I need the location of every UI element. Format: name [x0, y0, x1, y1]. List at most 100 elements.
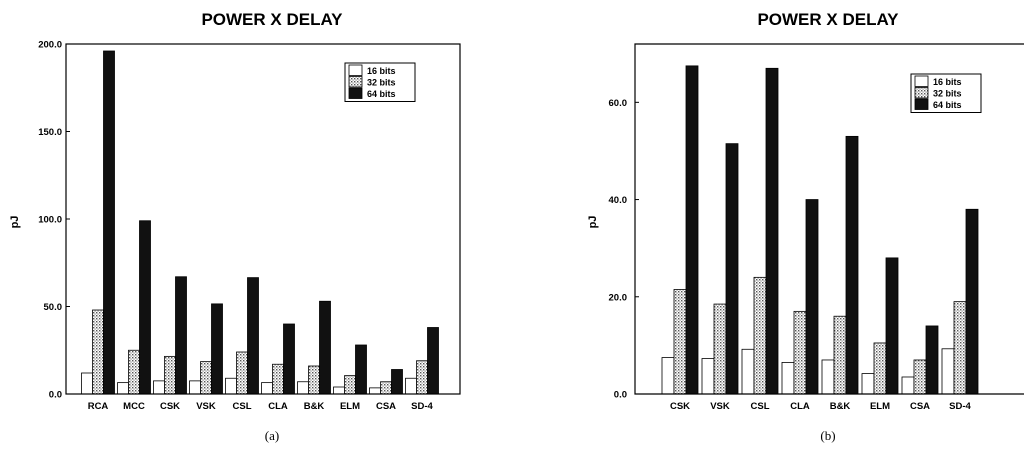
legend-swatch: [914, 98, 929, 110]
bar-csl-16-bits: [741, 348, 755, 395]
legend-swatch: [348, 87, 363, 99]
x-tick-label: VSK: [710, 401, 730, 412]
bar-rca-16-bits: [81, 372, 93, 395]
bar-sd4-32-bits: [953, 301, 967, 395]
legend-label: 16 bits: [933, 77, 962, 87]
bar-elm-32-bits: [344, 375, 356, 395]
legend-swatch: [914, 75, 929, 87]
bar-elm-64-bits: [885, 257, 899, 395]
y-tick-label: 100.0: [38, 215, 62, 226]
bar-rca-32-bits: [92, 309, 104, 395]
x-tick-label: SD-4: [411, 401, 433, 412]
bar-csk-64-bits: [685, 65, 699, 395]
bar-csl-64-bits: [247, 277, 259, 395]
x-tick-label: CLA: [268, 401, 288, 412]
x-tick-label: CSL: [233, 401, 252, 412]
bar-csl-32-bits: [753, 276, 767, 395]
bar-rca-64-bits: [103, 50, 115, 395]
chart-title: POWER X DELAY: [201, 10, 343, 29]
legend-swatch: [914, 87, 929, 99]
bar-elm-64-bits: [355, 344, 367, 395]
x-tick-label: CSK: [670, 401, 690, 412]
bar-vsk-32-bits: [200, 361, 212, 395]
bar-elm-32-bits: [873, 342, 887, 395]
x-tick-label: B&K: [830, 401, 851, 412]
bar-vsk-16-bits: [701, 358, 715, 395]
plot-frame: [634, 43, 1024, 395]
y-tick-label: 20.0: [609, 292, 628, 303]
x-tick-label: ELM: [340, 401, 360, 412]
bar-cla-16-bits: [261, 382, 273, 395]
bar-cla-64-bits: [805, 199, 819, 395]
bar-csa-16-bits: [369, 387, 381, 395]
panel-caption: (b): [820, 428, 835, 443]
bar-vsk-64-bits: [211, 303, 223, 395]
y-tick-label: 0.0: [614, 390, 627, 401]
bar-csa-16-bits: [901, 376, 915, 395]
bar-sd4-32-bits: [416, 360, 428, 395]
legend-label: 64 bits: [367, 89, 396, 99]
bar-elm-16-bits: [861, 373, 875, 395]
bar-sd4-64-bits: [965, 208, 979, 395]
bar-bk-64-bits: [845, 135, 859, 395]
y-tick-label: 50.0: [44, 302, 63, 313]
x-tick-label: CSL: [751, 401, 770, 412]
bar-sd4-16-bits: [405, 377, 417, 395]
bar-vsk-32-bits: [713, 303, 727, 395]
bar-bk-32-bits: [308, 365, 320, 395]
y-tick-label: 40.0: [609, 195, 628, 206]
x-tick-label: CSA: [910, 401, 930, 412]
bar-cla-64-bits: [283, 323, 295, 395]
bar-cla-16-bits: [781, 362, 795, 395]
bar-csk-32-bits: [164, 355, 176, 395]
bar-bk-32-bits: [833, 315, 847, 395]
bar-csl-32-bits: [236, 351, 248, 395]
bar-bk-16-bits: [821, 359, 835, 395]
x-tick-label: RCA: [88, 401, 109, 412]
bar-csk-32-bits: [673, 289, 687, 395]
bar-cla-32-bits: [272, 363, 284, 395]
legend-label: 16 bits: [367, 66, 396, 76]
bar-vsk-64-bits: [725, 143, 739, 395]
bar-cla-32-bits: [793, 310, 807, 395]
legend-swatch: [348, 64, 363, 76]
x-tick-label: CLA: [790, 401, 810, 412]
bar-csa-64-bits: [391, 369, 403, 395]
x-tick-label: ELM: [870, 401, 890, 412]
bar-csa-64-bits: [925, 325, 939, 395]
bar-csa-32-bits: [380, 381, 392, 395]
legend-label: 64 bits: [933, 100, 962, 110]
bar-csl-64-bits: [765, 67, 779, 395]
x-tick-label: VSK: [196, 401, 216, 412]
y-tick-label: 150.0: [38, 127, 62, 138]
legend-label: 32 bits: [367, 78, 396, 88]
bar-sd4-16-bits: [941, 348, 955, 395]
legend-label: 32 bits: [933, 89, 962, 99]
y-axis-label: pJ: [587, 216, 599, 229]
y-tick-label: 0.0: [49, 390, 62, 401]
bar-bk-16-bits: [297, 381, 309, 395]
bar-sd4-64-bits: [427, 327, 439, 395]
chart-panel-b: POWER X DELAY pJ CSK VSK CSL CLA B&K ELM CSA SD-4…: [587, 10, 1024, 443]
bar-csk-16-bits: [661, 357, 675, 395]
bar-csa-32-bits: [913, 359, 927, 395]
y-axis-label: pJ: [9, 216, 21, 229]
bar-mcc-64-bits: [139, 220, 151, 395]
legend-swatch: [348, 76, 363, 88]
panel-caption: (a): [265, 428, 279, 443]
x-tick-label: CSK: [160, 401, 180, 412]
chart-title: POWER X DELAY: [757, 10, 899, 29]
bar-csk-64-bits: [175, 276, 187, 395]
chart-panel-a: POWER X DELAY pJ RCA MCC CSK VSK CSL CLA B&K ELM C…: [9, 10, 461, 443]
bar-csl-16-bits: [225, 377, 237, 395]
bar-elm-16-bits: [333, 386, 345, 395]
y-tick-label: 200.0: [38, 40, 62, 51]
x-tick-label: CSA: [376, 401, 396, 412]
bar-mcc-32-bits: [128, 349, 140, 395]
y-tick-label: 60.0: [609, 98, 628, 109]
bar-bk-64-bits: [319, 300, 331, 395]
bar-csk-16-bits: [153, 380, 165, 395]
x-tick-label: SD-4: [949, 401, 971, 412]
bar-mcc-16-bits: [117, 382, 129, 395]
